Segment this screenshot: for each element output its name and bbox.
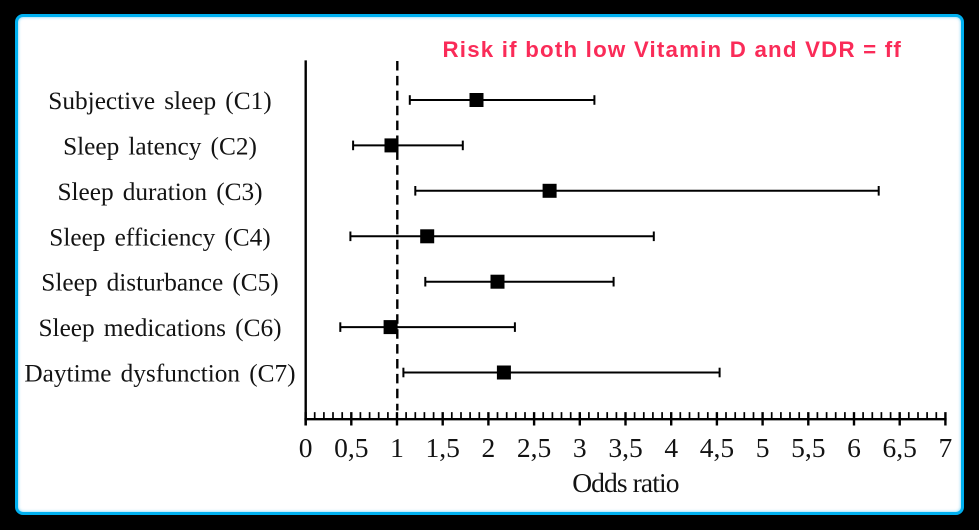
svg-text:5: 5 — [756, 432, 770, 463]
svg-text:4,5: 4,5 — [700, 432, 734, 463]
svg-text:Sleep disturbance (C5): Sleep disturbance (C5) — [41, 269, 278, 297]
svg-text:4: 4 — [664, 432, 678, 463]
svg-text:5,5: 5,5 — [791, 432, 825, 463]
svg-text:Subjective sleep (C1): Subjective sleep (C1) — [48, 87, 271, 115]
svg-text:Daytime dysfunction (C7): Daytime dysfunction (C7) — [24, 360, 295, 388]
svg-text:0: 0 — [299, 432, 313, 463]
svg-text:0,5: 0,5 — [334, 432, 368, 463]
svg-text:Sleep medications (C6): Sleep medications (C6) — [38, 314, 281, 342]
svg-text:6,5: 6,5 — [883, 432, 917, 463]
svg-text:3: 3 — [573, 432, 587, 463]
svg-text:6: 6 — [847, 432, 861, 463]
svg-text:1: 1 — [390, 432, 404, 463]
svg-text:3,5: 3,5 — [608, 432, 642, 463]
svg-text:1,5: 1,5 — [426, 432, 460, 463]
svg-text:Sleep duration (C3): Sleep duration (C3) — [57, 178, 262, 206]
svg-text:Sleep efficiency (C4): Sleep efficiency (C4) — [49, 223, 270, 251]
svg-text:2,5: 2,5 — [517, 432, 551, 463]
svg-text:Risk if both low Vitamin D and: Risk if both low Vitamin D and VDR = ff — [443, 37, 903, 62]
svg-text:2: 2 — [482, 432, 496, 463]
svg-text:Sleep latency (C2): Sleep latency (C2) — [63, 132, 257, 160]
svg-text:Odds ratio: Odds ratio — [572, 467, 678, 498]
svg-text:7: 7 — [939, 432, 953, 463]
